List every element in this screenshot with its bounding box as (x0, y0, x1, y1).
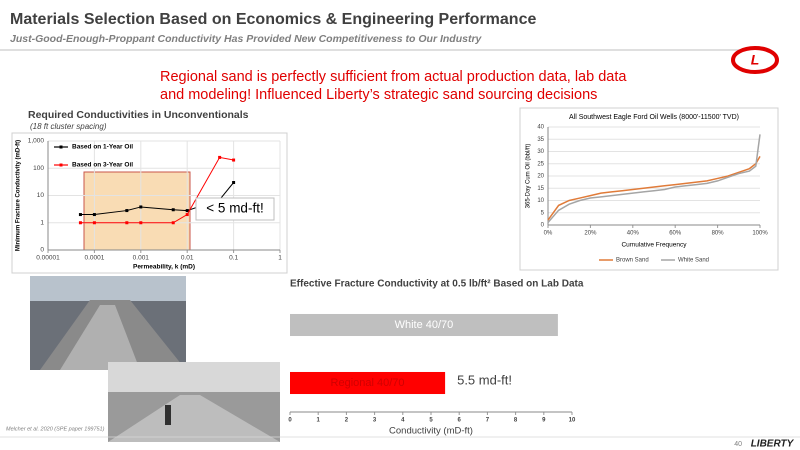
x-tick-label: 6 (458, 418, 462, 424)
x-tick-label: 60% (669, 231, 682, 237)
y-tick-label: 40 (537, 125, 544, 131)
y-tick-label: 10 (37, 192, 45, 199)
data-point (171, 208, 175, 212)
x-tick-label: 0.1 (229, 255, 238, 262)
annotation-box (195, 197, 275, 221)
legend-label: Based on 3-Year Oil (72, 162, 133, 169)
y-tick-label: 25 (537, 161, 544, 167)
series-line (80, 156, 234, 224)
slide-subtitle: Just-Good-Enough-Proppant Conductivity H… (10, 33, 483, 45)
data-point (78, 213, 82, 217)
slide-title: Materials Selection Based on Economics &… (10, 11, 536, 28)
x-tick-label: 1 (278, 255, 282, 262)
y-tick-label: 1,000 (28, 138, 45, 145)
x-axis-label: Cumulative Frequency (621, 242, 687, 249)
y-tick-label: 30 (537, 149, 544, 155)
svg-text:L: L (751, 52, 760, 68)
bar (290, 313, 558, 337)
x-tick-label: 2 (345, 418, 349, 424)
y-tick-label: 5 (541, 210, 545, 216)
y-tick-label: 1 (40, 219, 44, 226)
bar-label: Regional 40/70 (331, 377, 405, 389)
x-tick-label: 20% (584, 231, 597, 237)
x-axis-label: Permeability, k (mD) (133, 264, 195, 271)
data-point (232, 158, 236, 162)
series-line (547, 156, 761, 221)
x-tick-label: 5 (429, 418, 433, 424)
footer-logo: LIBERTY (751, 439, 795, 450)
section-title: Required Conductivities in Unconventiona… (28, 109, 249, 121)
y-tick-label: 20 (537, 174, 544, 180)
bar-label: White 40/70 (395, 319, 454, 331)
y-tick-label: 10 (537, 198, 544, 204)
data-point (218, 155, 222, 159)
x-tick-label: 0.01 (181, 255, 194, 262)
data-point (139, 205, 143, 209)
callout-box: Regional sand is perfectly sufficient fr… (160, 69, 627, 103)
series-line (547, 134, 761, 224)
data-point (185, 213, 189, 217)
section-subtitle: (18 ft cluster spacing) (30, 122, 107, 131)
x-tick-label: 0.00001 (36, 255, 60, 262)
chart-title: All Southwest Eagle Ford Oil Wells (8000… (569, 114, 739, 121)
data-point (92, 213, 96, 217)
y-tick-label: 0 (541, 223, 545, 229)
x-tick-label: 40% (627, 231, 640, 237)
annotation: < 5 md-ft! (206, 201, 263, 216)
callout: Regional sand is perfectly sufficient fr… (160, 69, 627, 103)
y-tick-label: 35 (537, 137, 544, 143)
data-point (92, 221, 96, 225)
y-axis-label: 365-Day Cum Oil (bbl/ft) (526, 144, 532, 209)
legend-marker (59, 145, 63, 149)
photo-traffic (30, 276, 186, 370)
data-point (78, 221, 82, 225)
y-tick-label: 0 (40, 247, 44, 254)
x-tick-label: 1 (317, 418, 321, 424)
x-tick-label: 0.0001 (84, 255, 104, 262)
bar (290, 371, 446, 395)
annotation-group: < 5 md-ft! (195, 197, 275, 221)
legend-label: Based on 1-Year Oil (72, 144, 133, 151)
x-tick-label: 4 (401, 418, 405, 424)
x-tick-label: 9 (542, 418, 546, 424)
page-number: 40 (734, 441, 742, 448)
x-tick-label: 7 (486, 418, 490, 424)
x-axis-label: Conductivity (mD-ft) (389, 426, 473, 437)
y-tick-label: 100 (33, 165, 44, 172)
photo-highway (108, 362, 280, 442)
x-tick-label: 8 (514, 418, 518, 424)
data-point (185, 209, 189, 213)
x-tick-label: 0% (544, 231, 553, 237)
x-tick-label: 0 (288, 418, 292, 424)
x-tick-label: 3 (373, 418, 377, 424)
y-axis-label: Minimum Fracture Conductivity (mD-ft) (16, 140, 22, 251)
citation: Melcher et al. 2020 (SPE paper 199751) (6, 426, 105, 432)
logo-mark: L (731, 46, 779, 74)
bar-annotation: 5.5 md-ft! (457, 372, 512, 387)
x-tick-label: 10 (569, 418, 576, 424)
data-point (171, 221, 175, 225)
y-tick-label: 15 (537, 186, 544, 192)
legend-marker (59, 163, 63, 167)
x-tick-label: 80% (712, 231, 725, 237)
data-point (139, 221, 143, 225)
legend-label: White Sand (678, 258, 709, 264)
x-tick-label: 100% (752, 231, 768, 237)
data-point (125, 221, 129, 225)
legend-label: Brown Sand (616, 258, 649, 264)
data-point (125, 209, 129, 213)
chart-title: Effective Fracture Conductivity at 0.5 l… (290, 279, 584, 290)
x-tick-label: 0.001 (133, 255, 150, 262)
data-point (232, 180, 236, 184)
chart-frame (519, 107, 779, 271)
